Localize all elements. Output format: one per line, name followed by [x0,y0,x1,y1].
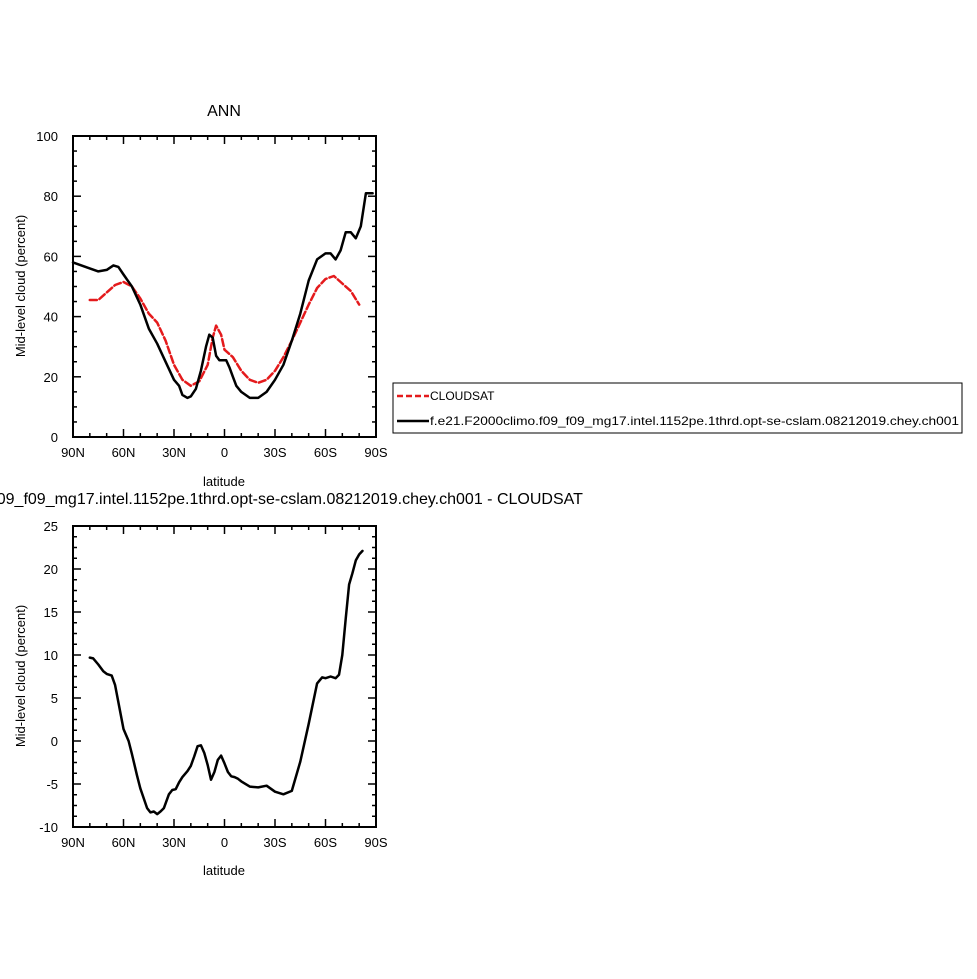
x-tick-label: 30S [263,835,286,850]
plot-frame [72,135,377,438]
series-line-difference [88,549,364,816]
y-tick-label: 100 [36,129,58,144]
y-tick-label: 0 [51,734,58,749]
x-axis-label: latitude [203,474,245,489]
series-line-model [71,191,374,400]
chart-title: ANN [207,103,241,120]
x-tick-label: 60S [314,445,337,460]
x-tick-label: 90S [364,835,387,850]
legend: CLOUDSAT f.e21.F2000climo.f09_f09_mg17.i… [392,382,963,434]
chart-title: f.e21.F2000climo.f09_f09_mg17.intel.1152… [0,491,583,508]
chart-panel-top: ANN 90N 60N 30N 0 30S 60S 90S 0 20 40 60 80 100 lati… [13,103,388,489]
y-tick-label: 0 [51,430,58,445]
legend-box [392,382,963,434]
x-tick-label: 90N [61,445,85,460]
x-tick-label: 0 [221,835,228,850]
y-axis-label: Mid-level cloud (percent) [13,215,28,357]
y-tick-label: 40 [44,310,58,325]
x-tick-label: 60N [112,835,136,850]
y-tick-label: 20 [44,370,58,385]
y-tick-label: 60 [44,249,58,264]
x-tick-label: 30N [162,835,186,850]
y-tick-label: 15 [44,605,58,620]
legend-label-cloudsat: CLOUDSAT [430,389,495,403]
x-tick-label: 30N [162,445,186,460]
plot-frame [72,525,377,828]
series-line-cloudsat [88,274,361,388]
x-axis-label: latitude [203,863,245,878]
legend-label-model: f.e21.F2000climo.f09_f09_mg17.intel.1152… [430,414,959,428]
x-tick-label: 90S [364,445,387,460]
y-tick-label: -5 [46,777,58,792]
chart-panel-bottom: f.e21.F2000climo.f09_f09_mg17.intel.1152… [0,491,583,878]
y-tick-label: 25 [44,519,58,534]
y-tick-label: -10 [39,820,58,835]
y-tick-label: 20 [44,562,58,577]
x-tick-label: 60S [314,835,337,850]
x-tick-label: 90N [61,835,85,850]
y-axis-label: Mid-level cloud (percent) [13,605,28,747]
x-tick-label: 0 [221,445,228,460]
y-tick-label: 80 [44,189,58,204]
y-tick-label: 10 [44,648,58,663]
x-tick-label: 60N [112,445,136,460]
y-tick-label: 5 [51,691,58,706]
x-tick-label: 30S [263,445,286,460]
